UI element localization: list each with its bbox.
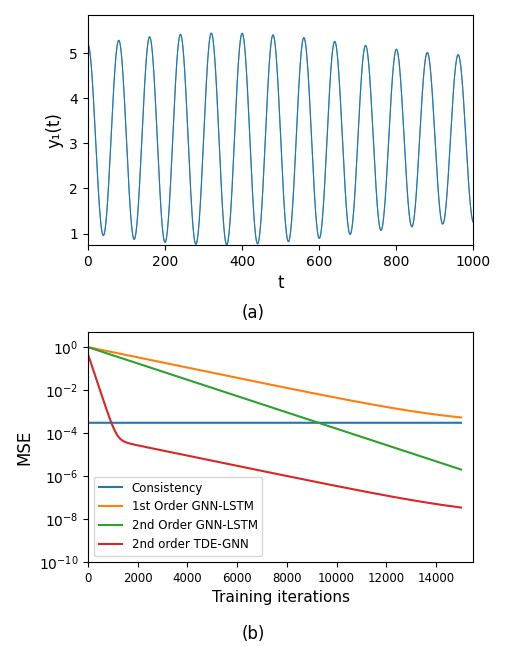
2nd order TDE-GNN <box>195 454 201 462</box>
Consistency <box>85 419 91 426</box>
1st Order GNN-LSTM <box>381 403 387 411</box>
Legend: Consistency, 1st Order GNN-LSTM, 2nd Order GNN-LSTM, 2nd order TDE-GNN: Consistency, 1st Order GNN-LSTM, 2nd Ord… <box>93 477 262 556</box>
Consistency <box>322 419 328 426</box>
1st Order GNN-LSTM <box>195 366 201 374</box>
1st Order GNN-LSTM <box>85 343 91 351</box>
Consistency <box>381 419 387 426</box>
X-axis label: Training iterations: Training iterations <box>211 590 349 605</box>
Y-axis label: MSE: MSE <box>15 430 33 464</box>
X-axis label: t: t <box>277 274 283 292</box>
2nd Order GNN-LSTM <box>457 466 463 474</box>
Consistency <box>457 419 463 426</box>
2nd Order GNN-LSTM <box>322 421 328 429</box>
1st Order GNN-LSTM <box>457 413 463 421</box>
Consistency <box>293 419 299 426</box>
2nd Order GNN-LSTM <box>85 343 91 351</box>
2nd Order GNN-LSTM <box>293 412 299 420</box>
Consistency <box>195 419 201 426</box>
2nd Order GNN-LSTM <box>195 380 201 388</box>
2nd Order GNN-LSTM <box>405 448 411 456</box>
2nd order TDE-GNN <box>405 495 411 503</box>
1st Order GNN-LSTM <box>457 413 463 421</box>
Y-axis label: y₁(t): y₁(t) <box>45 112 64 148</box>
2nd order TDE-GNN <box>85 350 91 358</box>
Line: 2nd Order GNN-LSTM: 2nd Order GNN-LSTM <box>88 347 460 470</box>
2nd Order GNN-LSTM <box>381 441 387 448</box>
Text: (a): (a) <box>241 304 264 322</box>
1st Order GNN-LSTM <box>405 407 411 415</box>
Consistency <box>457 419 463 426</box>
2nd order TDE-GNN <box>457 504 463 512</box>
Line: 1st Order GNN-LSTM: 1st Order GNN-LSTM <box>88 347 460 417</box>
Line: 2nd order TDE-GNN: 2nd order TDE-GNN <box>88 354 460 508</box>
1st Order GNN-LSTM <box>293 386 299 394</box>
Consistency <box>405 419 411 426</box>
2nd order TDE-GNN <box>381 492 387 499</box>
2nd Order GNN-LSTM <box>457 465 463 473</box>
1st Order GNN-LSTM <box>322 391 328 399</box>
2nd order TDE-GNN <box>293 474 299 482</box>
2nd order TDE-GNN <box>457 504 463 512</box>
Text: (b): (b) <box>241 625 264 643</box>
2nd order TDE-GNN <box>322 480 328 488</box>
